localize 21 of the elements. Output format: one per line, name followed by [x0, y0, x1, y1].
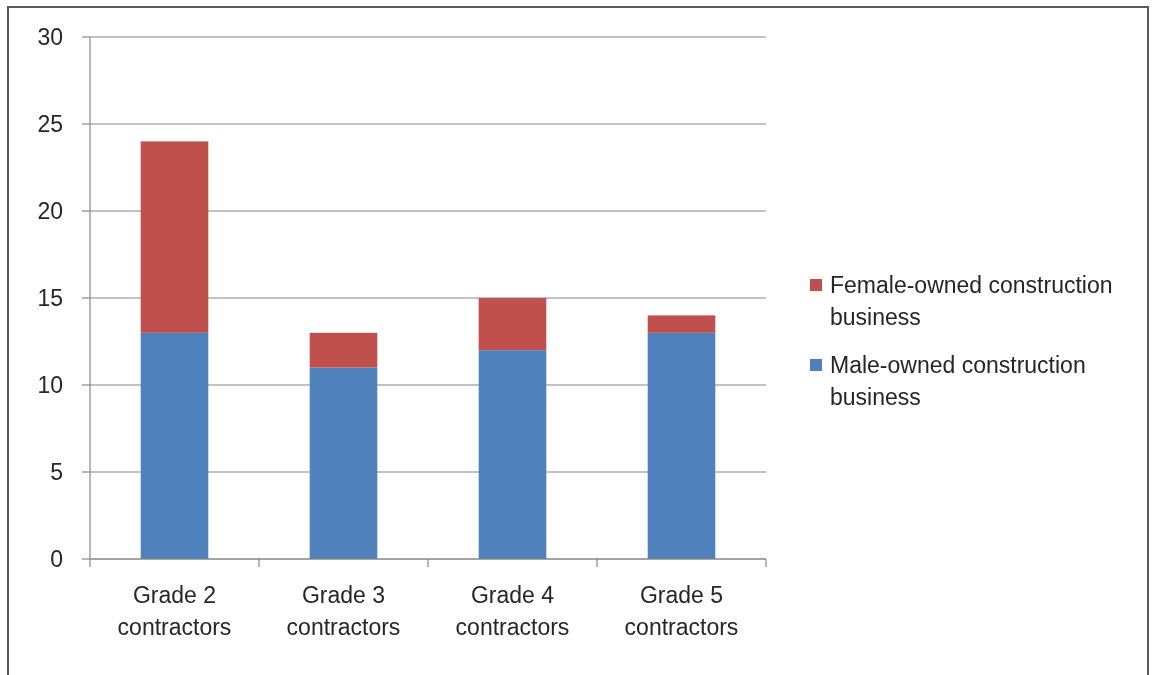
legend-label: Female-owned construction business [830, 272, 1113, 330]
bar [309, 332, 378, 368]
x-tick-label: Grade 5 contractors [624, 582, 739, 640]
bar [478, 350, 547, 559]
y-tick-label: 0 [50, 546, 63, 572]
bar [140, 332, 209, 559]
bar [478, 298, 547, 351]
bar [647, 332, 716, 559]
y-tick-label: 15 [37, 285, 63, 311]
y-tick-label: 20 [37, 198, 63, 224]
bar [140, 141, 209, 333]
y-tick-label: 30 [37, 24, 63, 50]
bar [309, 367, 378, 559]
x-tick-label: Grade 2 contractors [117, 582, 232, 640]
x-tick-label: Grade 4 contractors [455, 582, 570, 640]
y-tick-label: 25 [37, 111, 63, 137]
bar [647, 315, 716, 333]
legend-label: Male-owned construction business [830, 352, 1086, 410]
y-tick-label: 5 [50, 459, 63, 485]
x-tick-label: Grade 3 contractors [286, 582, 401, 640]
y-tick-label: 10 [37, 372, 63, 398]
